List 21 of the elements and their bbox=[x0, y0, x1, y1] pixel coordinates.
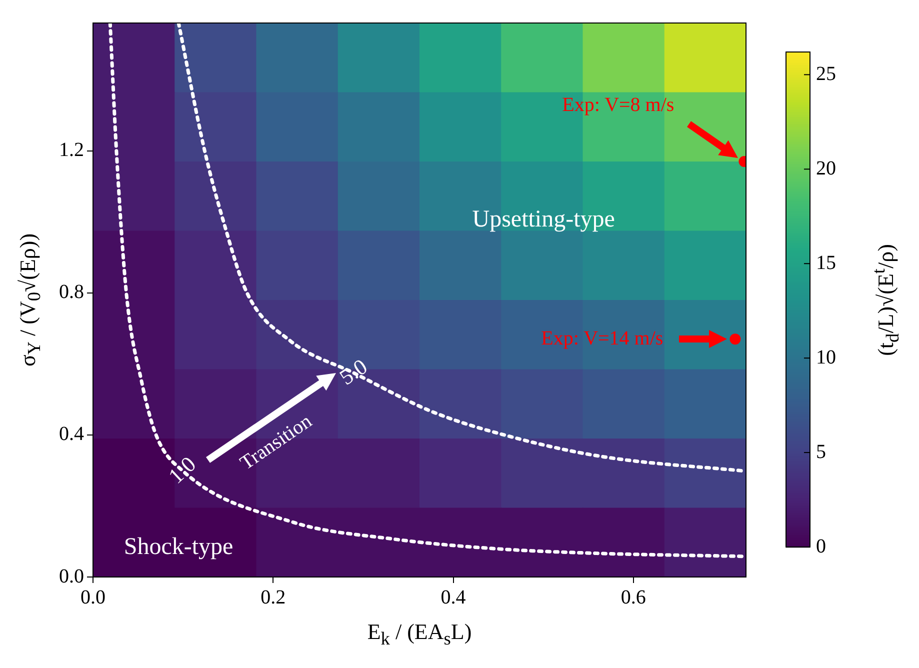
color-bar-label: 0 bbox=[816, 535, 826, 558]
x-tick-label: 0.2 bbox=[260, 586, 286, 608]
line-series bbox=[108, 23, 746, 558]
x-axis-title: E$_{k}$ / (EA$_{s}$L) bbox=[367, 619, 472, 650]
annotation: Shock-type bbox=[124, 534, 234, 560]
color-bar-label: 20 bbox=[816, 157, 836, 180]
y-tick-label: 1.2 bbox=[59, 139, 84, 162]
x-tick-label: 0.6 bbox=[620, 586, 646, 608]
x-tick-label: 0.4 bbox=[440, 586, 466, 608]
x-tick-label: 0.0 bbox=[80, 586, 106, 608]
color-bar-label: 15 bbox=[816, 252, 836, 274]
annotation: 5.0 bbox=[334, 354, 372, 390]
color-bar-label: 10 bbox=[816, 346, 836, 368]
annotation: Exp: V=14 m/s bbox=[541, 327, 664, 350]
color-bar-label: 25 bbox=[816, 62, 836, 85]
y-tick-label: 0.4 bbox=[59, 423, 84, 446]
color-bar-label: 5 bbox=[816, 440, 826, 463]
y-tick-label: 0.8 bbox=[59, 281, 84, 304]
annotation: Upsetting-type bbox=[472, 206, 615, 233]
y-tick-label: 0.0 bbox=[59, 565, 84, 588]
annotation: Exp: V=8 m/s bbox=[562, 94, 674, 116]
